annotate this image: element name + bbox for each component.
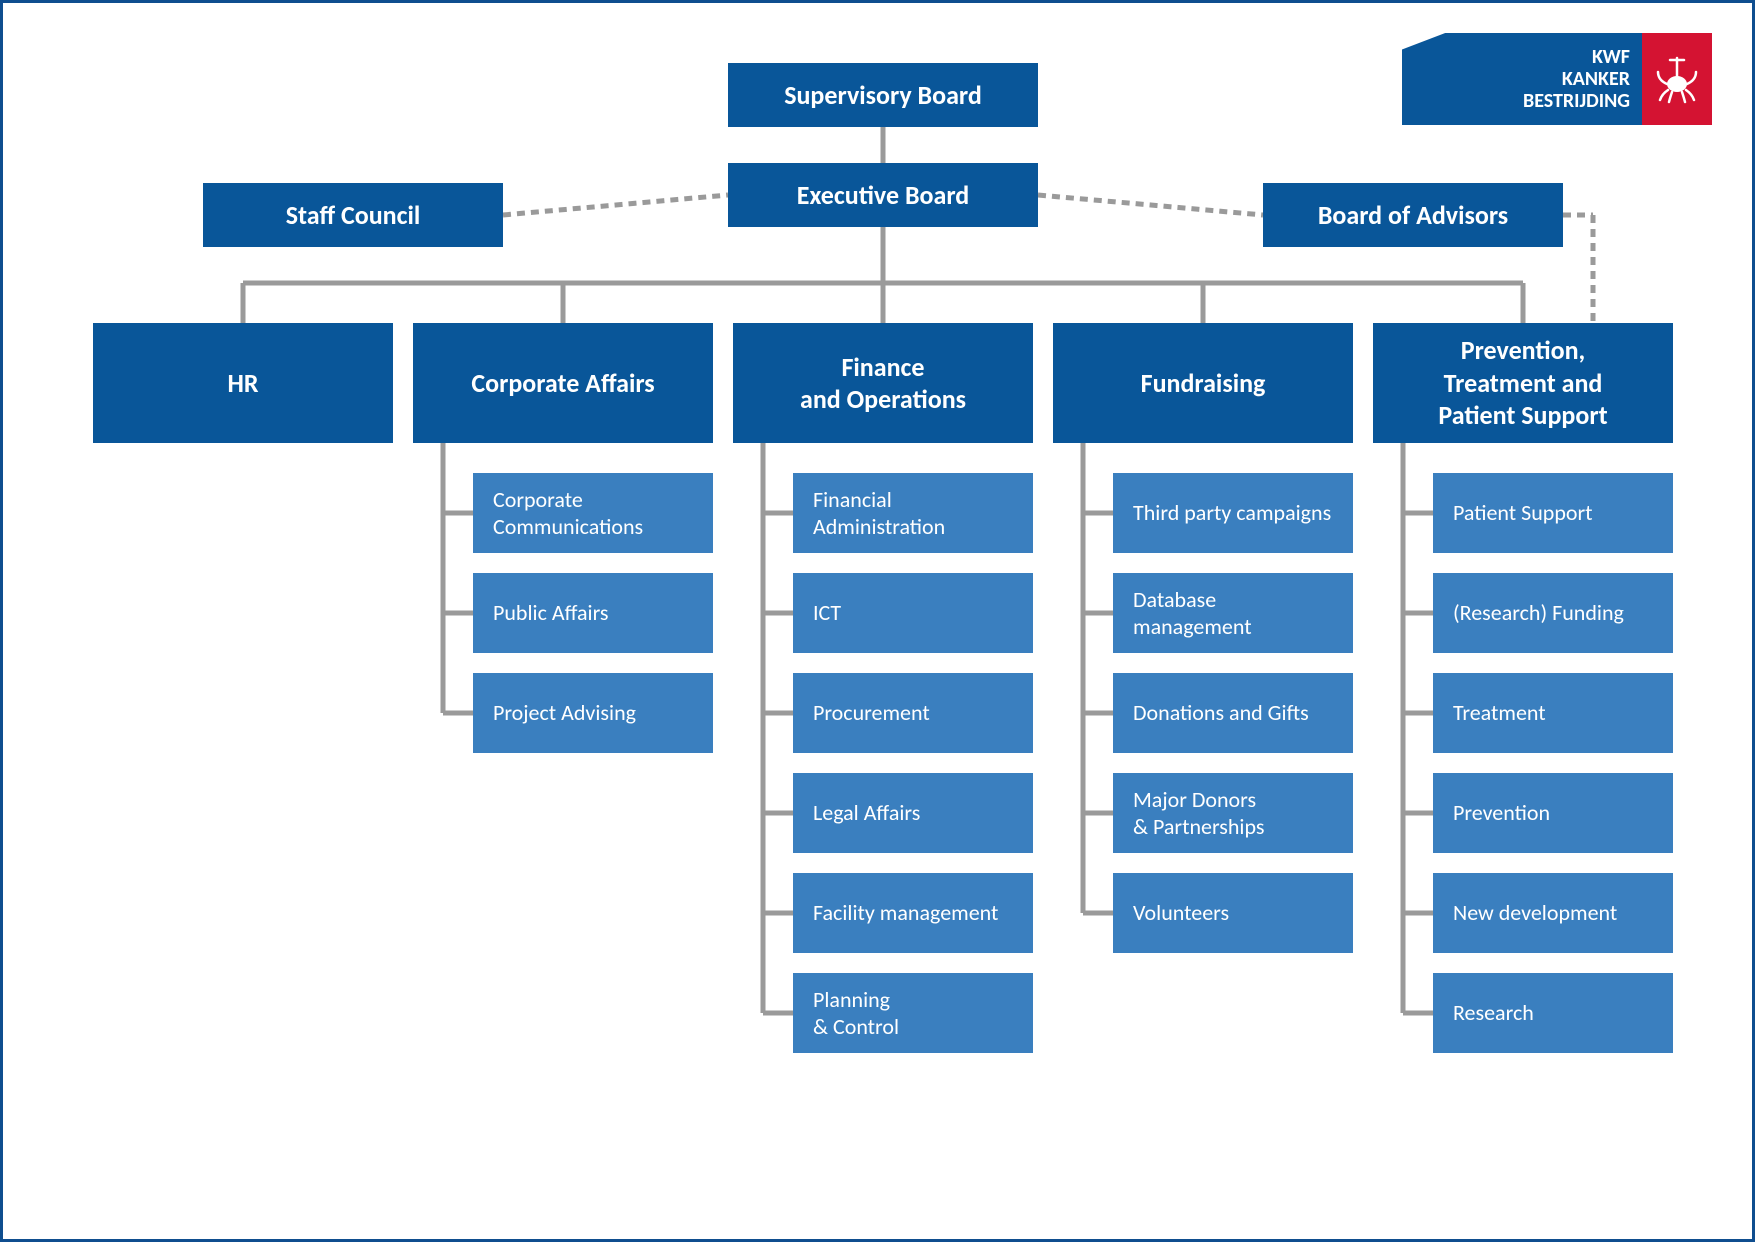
sub-prevention-1: (Research) Funding (1433, 573, 1673, 653)
kwf-logo: KWF KANKER BESTRIJDING (1402, 33, 1712, 125)
sub-corporate-0: Corporate Communications (473, 473, 713, 553)
sub-fundraising-4: Volunteers (1113, 873, 1353, 953)
dept-fundraising: Fundraising (1053, 323, 1353, 443)
executive-board-box: Executive Board (728, 163, 1038, 227)
sub-finance-5: Planning & Control (793, 973, 1033, 1053)
sub-finance-4: Facility management (793, 873, 1033, 953)
sub-prevention-4: New development (1433, 873, 1673, 953)
dept-corporate: Corporate Affairs (413, 323, 713, 443)
sub-finance-1: ICT (793, 573, 1033, 653)
sub-fundraising-1: Database management (1113, 573, 1353, 653)
dept-finance: Finance and Operations (733, 323, 1033, 443)
staff-council-box: Staff Council (203, 183, 503, 247)
org-chart-frame: Supervisory Board Executive Board Staff … (0, 0, 1755, 1242)
logo-line-3: BESTRIJDING (1523, 90, 1630, 112)
sub-corporate-2: Project Advising (473, 673, 713, 753)
logo-crab-icon (1642, 33, 1712, 125)
sub-prevention-0: Patient Support (1433, 473, 1673, 553)
dept-prevention: Prevention, Treatment and Patient Suppor… (1373, 323, 1673, 443)
sub-finance-3: Legal Affairs (793, 773, 1033, 853)
sub-finance-0: Financial Administration (793, 473, 1033, 553)
sub-prevention-2: Treatment (1433, 673, 1673, 753)
dept-hr: HR (93, 323, 393, 443)
sub-corporate-1: Public Affairs (473, 573, 713, 653)
sub-fundraising-2: Donations and Gifts (1113, 673, 1353, 753)
board-of-advisors-box: Board of Advisors (1263, 183, 1563, 247)
sub-fundraising-0: Third party campaigns (1113, 473, 1353, 553)
sub-finance-2: Procurement (793, 673, 1033, 753)
logo-line-2: KANKER (1562, 68, 1630, 90)
supervisory-board-box: Supervisory Board (728, 63, 1038, 127)
sub-prevention-5: Research (1433, 973, 1673, 1053)
logo-line-1: KWF (1592, 46, 1630, 68)
sub-prevention-3: Prevention (1433, 773, 1673, 853)
sub-fundraising-3: Major Donors & Partnerships (1113, 773, 1353, 853)
